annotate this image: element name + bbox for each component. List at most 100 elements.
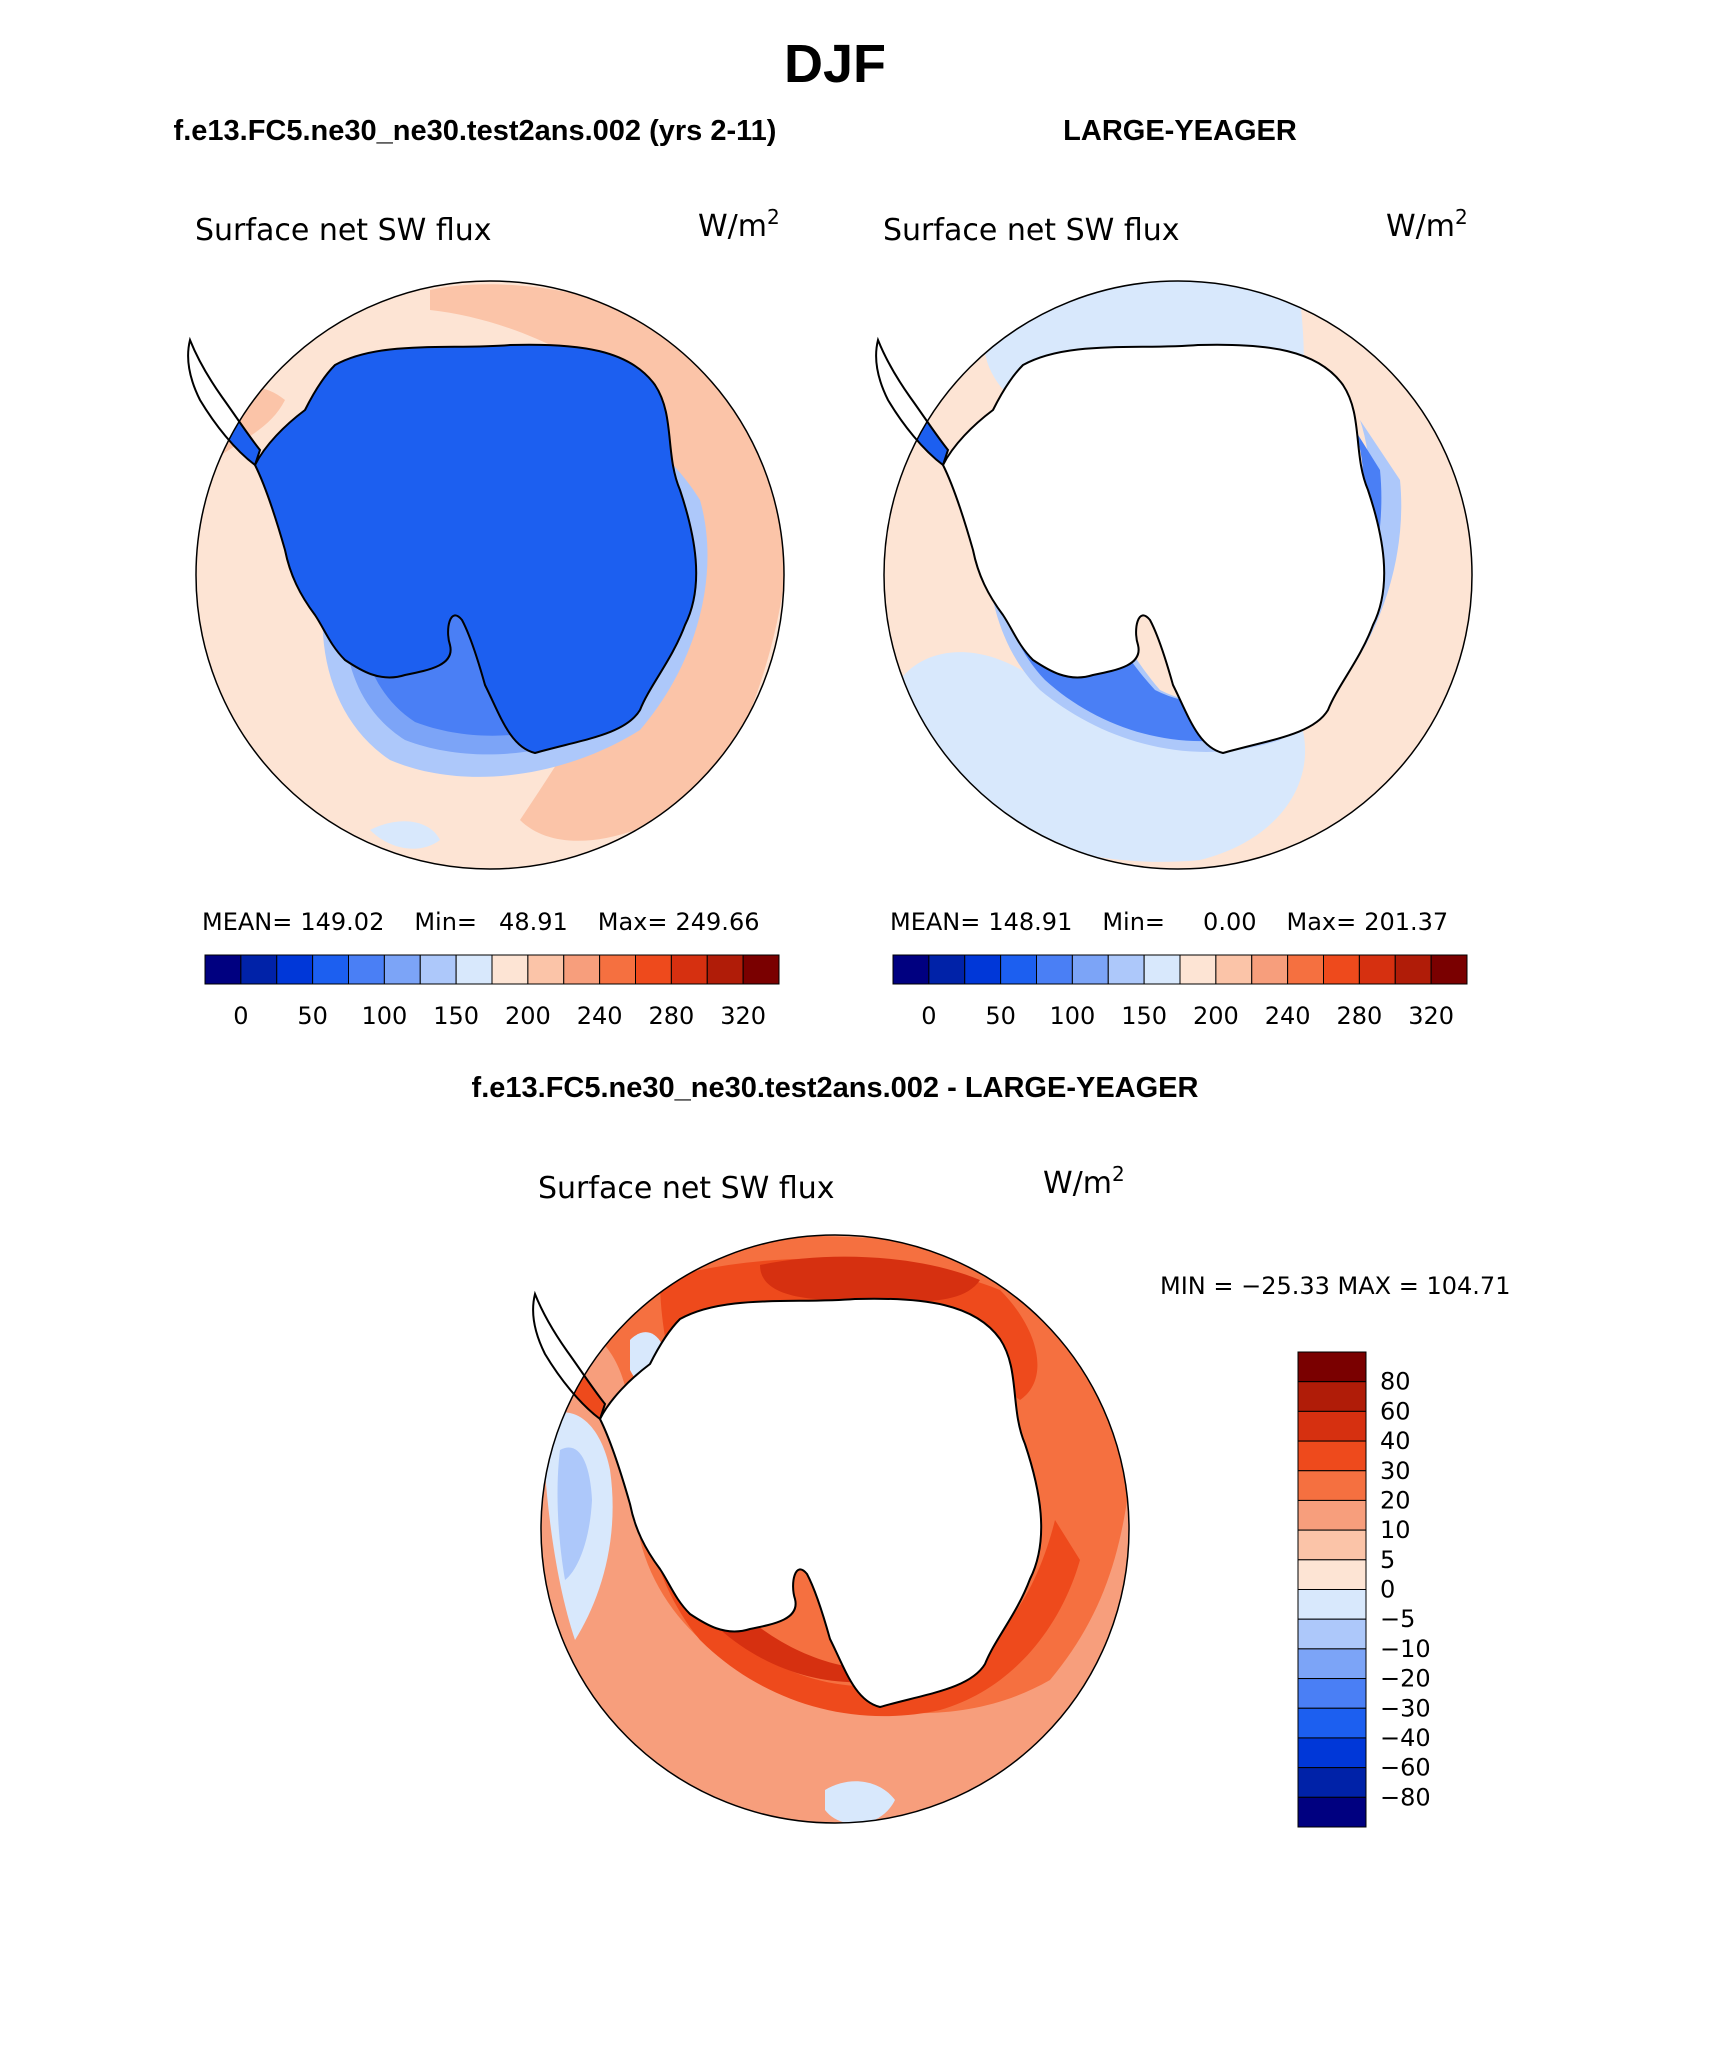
diff-colorbar-tick-label: −5 <box>1380 1605 1415 1633</box>
model-colorbar-tick-label: 320 <box>720 1002 766 1030</box>
obs-colorbar-swatch <box>1143 954 1181 985</box>
obs-panel: Surface net SW flux W/m2 MEAN= 148.91 Min=… <box>875 205 1473 1030</box>
diff-colorbar-swatch <box>1297 1351 1367 1383</box>
obs-colorbar-swatch <box>1179 954 1217 985</box>
model-colorbar-swatch <box>455 954 493 985</box>
obs-colorbar-tick-label: 100 <box>1049 1002 1095 1030</box>
diff-colorbar-swatch <box>1297 1618 1367 1650</box>
obs-colorbar-tick-label: 240 <box>1265 1002 1311 1030</box>
model-colorbar-tick-label: 240 <box>577 1002 623 1030</box>
model-colorbar-swatch <box>491 954 529 985</box>
diff-minmax: MIN = −25.33 MAX = 104.71 <box>1160 1272 1510 1300</box>
obs-colorbar-swatch <box>1358 954 1396 985</box>
obs-colorbar-swatch <box>892 954 930 985</box>
diff-panel: Surface net SW flux W/m2 MIN = −25.33 MA… <box>532 1162 1510 1828</box>
model-colorbar-swatch <box>204 954 242 985</box>
diff-panel-title: f.e13.FC5.ne30_ne30.test2ans.002 - LARGE… <box>472 1072 1199 1104</box>
diff-colorbar-swatch <box>1297 1499 1367 1531</box>
model-colorbar-swatch <box>742 954 780 985</box>
model-colorbar-swatch <box>706 954 744 985</box>
diff-colorbar-swatch <box>1297 1470 1367 1501</box>
obs-colorbar-tick-label: 200 <box>1193 1002 1239 1030</box>
obs-colorbar-swatch <box>1000 954 1037 985</box>
diff-colorbar-tick-label: −20 <box>1380 1665 1431 1693</box>
diff-colorbar-swatch <box>1297 1381 1367 1412</box>
season-title: DJF <box>784 34 886 94</box>
diff-colorbar-tick-label: −80 <box>1380 1783 1431 1811</box>
diff-colorbar-tick-label: 20 <box>1380 1486 1411 1514</box>
obs-colorbar-swatch <box>1430 954 1468 985</box>
obs-colorbar-tick-label: 320 <box>1408 1002 1454 1030</box>
model-colorbar-tick-label: 150 <box>433 1002 479 1030</box>
obs-colorbar: 0 50 100 150 200 240 280 320 <box>892 954 1468 1030</box>
obs-stats: MEAN= 148.91 Min= 0.00 Max= 201.37 <box>890 908 1448 936</box>
model-colorbar-swatch <box>599 954 636 985</box>
model-variable-label: Surface net SW flux <box>195 213 492 248</box>
obs-variable-label: Surface net SW flux <box>883 213 1180 248</box>
obs-colorbar-tick-label: 150 <box>1121 1002 1167 1030</box>
model-colorbar-tick-label: 280 <box>648 1002 694 1030</box>
model-colorbar-tick-label: 50 <box>297 1002 328 1030</box>
model-colorbar-swatch <box>276 954 314 985</box>
diff-colorbar-tick-label: 80 <box>1380 1368 1411 1396</box>
diff-variable-label: Surface net SW flux <box>538 1171 835 1206</box>
obs-colorbar-swatch <box>1287 954 1324 985</box>
obs-map <box>884 281 1472 869</box>
obs-colorbar-swatch <box>1107 954 1145 985</box>
diff-colorbar-swatch <box>1297 1648 1367 1680</box>
diff-map <box>541 1235 1129 1823</box>
model-colorbar-swatch <box>563 954 601 985</box>
left-panel-title: f.e13.FC5.ne30_ne30.test2ans.002 (yrs 2-… <box>174 115 777 147</box>
diff-colorbar-swatch <box>1297 1529 1367 1561</box>
diff-colorbar-swatch <box>1297 1767 1367 1798</box>
obs-colorbar-tick-label: 0 <box>921 1002 936 1030</box>
obs-colorbar-tick-label: 50 <box>985 1002 1016 1030</box>
model-colorbar-swatch <box>383 954 421 985</box>
obs-colorbar-swatch <box>1215 954 1253 985</box>
model-panel: Surface net SW flux W/m2 MEAN= 149.02 Min=… <box>187 205 785 1030</box>
diff-colorbar-tick-label: −10 <box>1380 1635 1431 1663</box>
diff-colorbar-swatch <box>1297 1737 1367 1769</box>
diff-colorbar-swatch <box>1297 1559 1367 1590</box>
diff-colorbar-swatch <box>1297 1410 1367 1442</box>
model-stats: MEAN= 149.02 Min= 48.91 Max= 249.66 <box>202 908 759 936</box>
diff-colorbar-tick-label: 10 <box>1380 1516 1411 1544</box>
diff-colorbar-swatch <box>1297 1707 1367 1739</box>
model-colorbar-swatch <box>348 954 385 985</box>
diff-colorbar-swatch <box>1297 1589 1367 1620</box>
model-units-label: W/m2 <box>698 205 780 244</box>
diff-colorbar-tick-label: 30 <box>1380 1457 1411 1485</box>
obs-colorbar-swatch <box>964 954 1002 985</box>
model-colorbar-swatch <box>635 954 672 985</box>
obs-colorbar-tick-label: 280 <box>1336 1002 1382 1030</box>
obs-colorbar-swatch <box>1323 954 1360 985</box>
model-colorbar: 0 50 100 150 200 240 280 320 <box>204 954 780 1030</box>
diff-colorbar-swatch <box>1297 1796 1367 1828</box>
obs-units-label: W/m2 <box>1386 205 1468 244</box>
diff-colorbar-tick-label: −30 <box>1380 1694 1431 1722</box>
obs-colorbar-swatch <box>1251 954 1289 985</box>
model-colorbar-swatch <box>419 954 457 985</box>
diff-colorbar-swatch <box>1297 1440 1367 1472</box>
diff-colorbar-tick-label: 60 <box>1380 1397 1411 1425</box>
model-colorbar-swatch <box>527 954 565 985</box>
model-colorbar-tick-label: 200 <box>505 1002 551 1030</box>
diff-colorbar-swatch <box>1297 1678 1367 1709</box>
diff-colorbar-tick-label: −60 <box>1380 1754 1431 1782</box>
obs-colorbar-swatch <box>1036 954 1073 985</box>
obs-colorbar-swatch <box>1394 954 1432 985</box>
obs-colorbar-swatch <box>1071 954 1109 985</box>
model-colorbar-tick-label: 100 <box>361 1002 407 1030</box>
model-colorbar-swatch <box>312 954 349 985</box>
model-colorbar-swatch <box>670 954 708 985</box>
diff-colorbar-tick-label: 5 <box>1380 1546 1395 1574</box>
right-panel-title: LARGE-YEAGER <box>1063 115 1297 147</box>
diff-colorbar-tick-label: −40 <box>1380 1724 1431 1752</box>
obs-colorbar-swatch <box>928 954 966 985</box>
diff-colorbar-tick-label: 40 <box>1380 1427 1411 1455</box>
diff-units-label: W/m2 <box>1043 1162 1125 1201</box>
diff-colorbar-tick-label: 0 <box>1380 1576 1395 1604</box>
model-colorbar-swatch <box>240 954 278 985</box>
